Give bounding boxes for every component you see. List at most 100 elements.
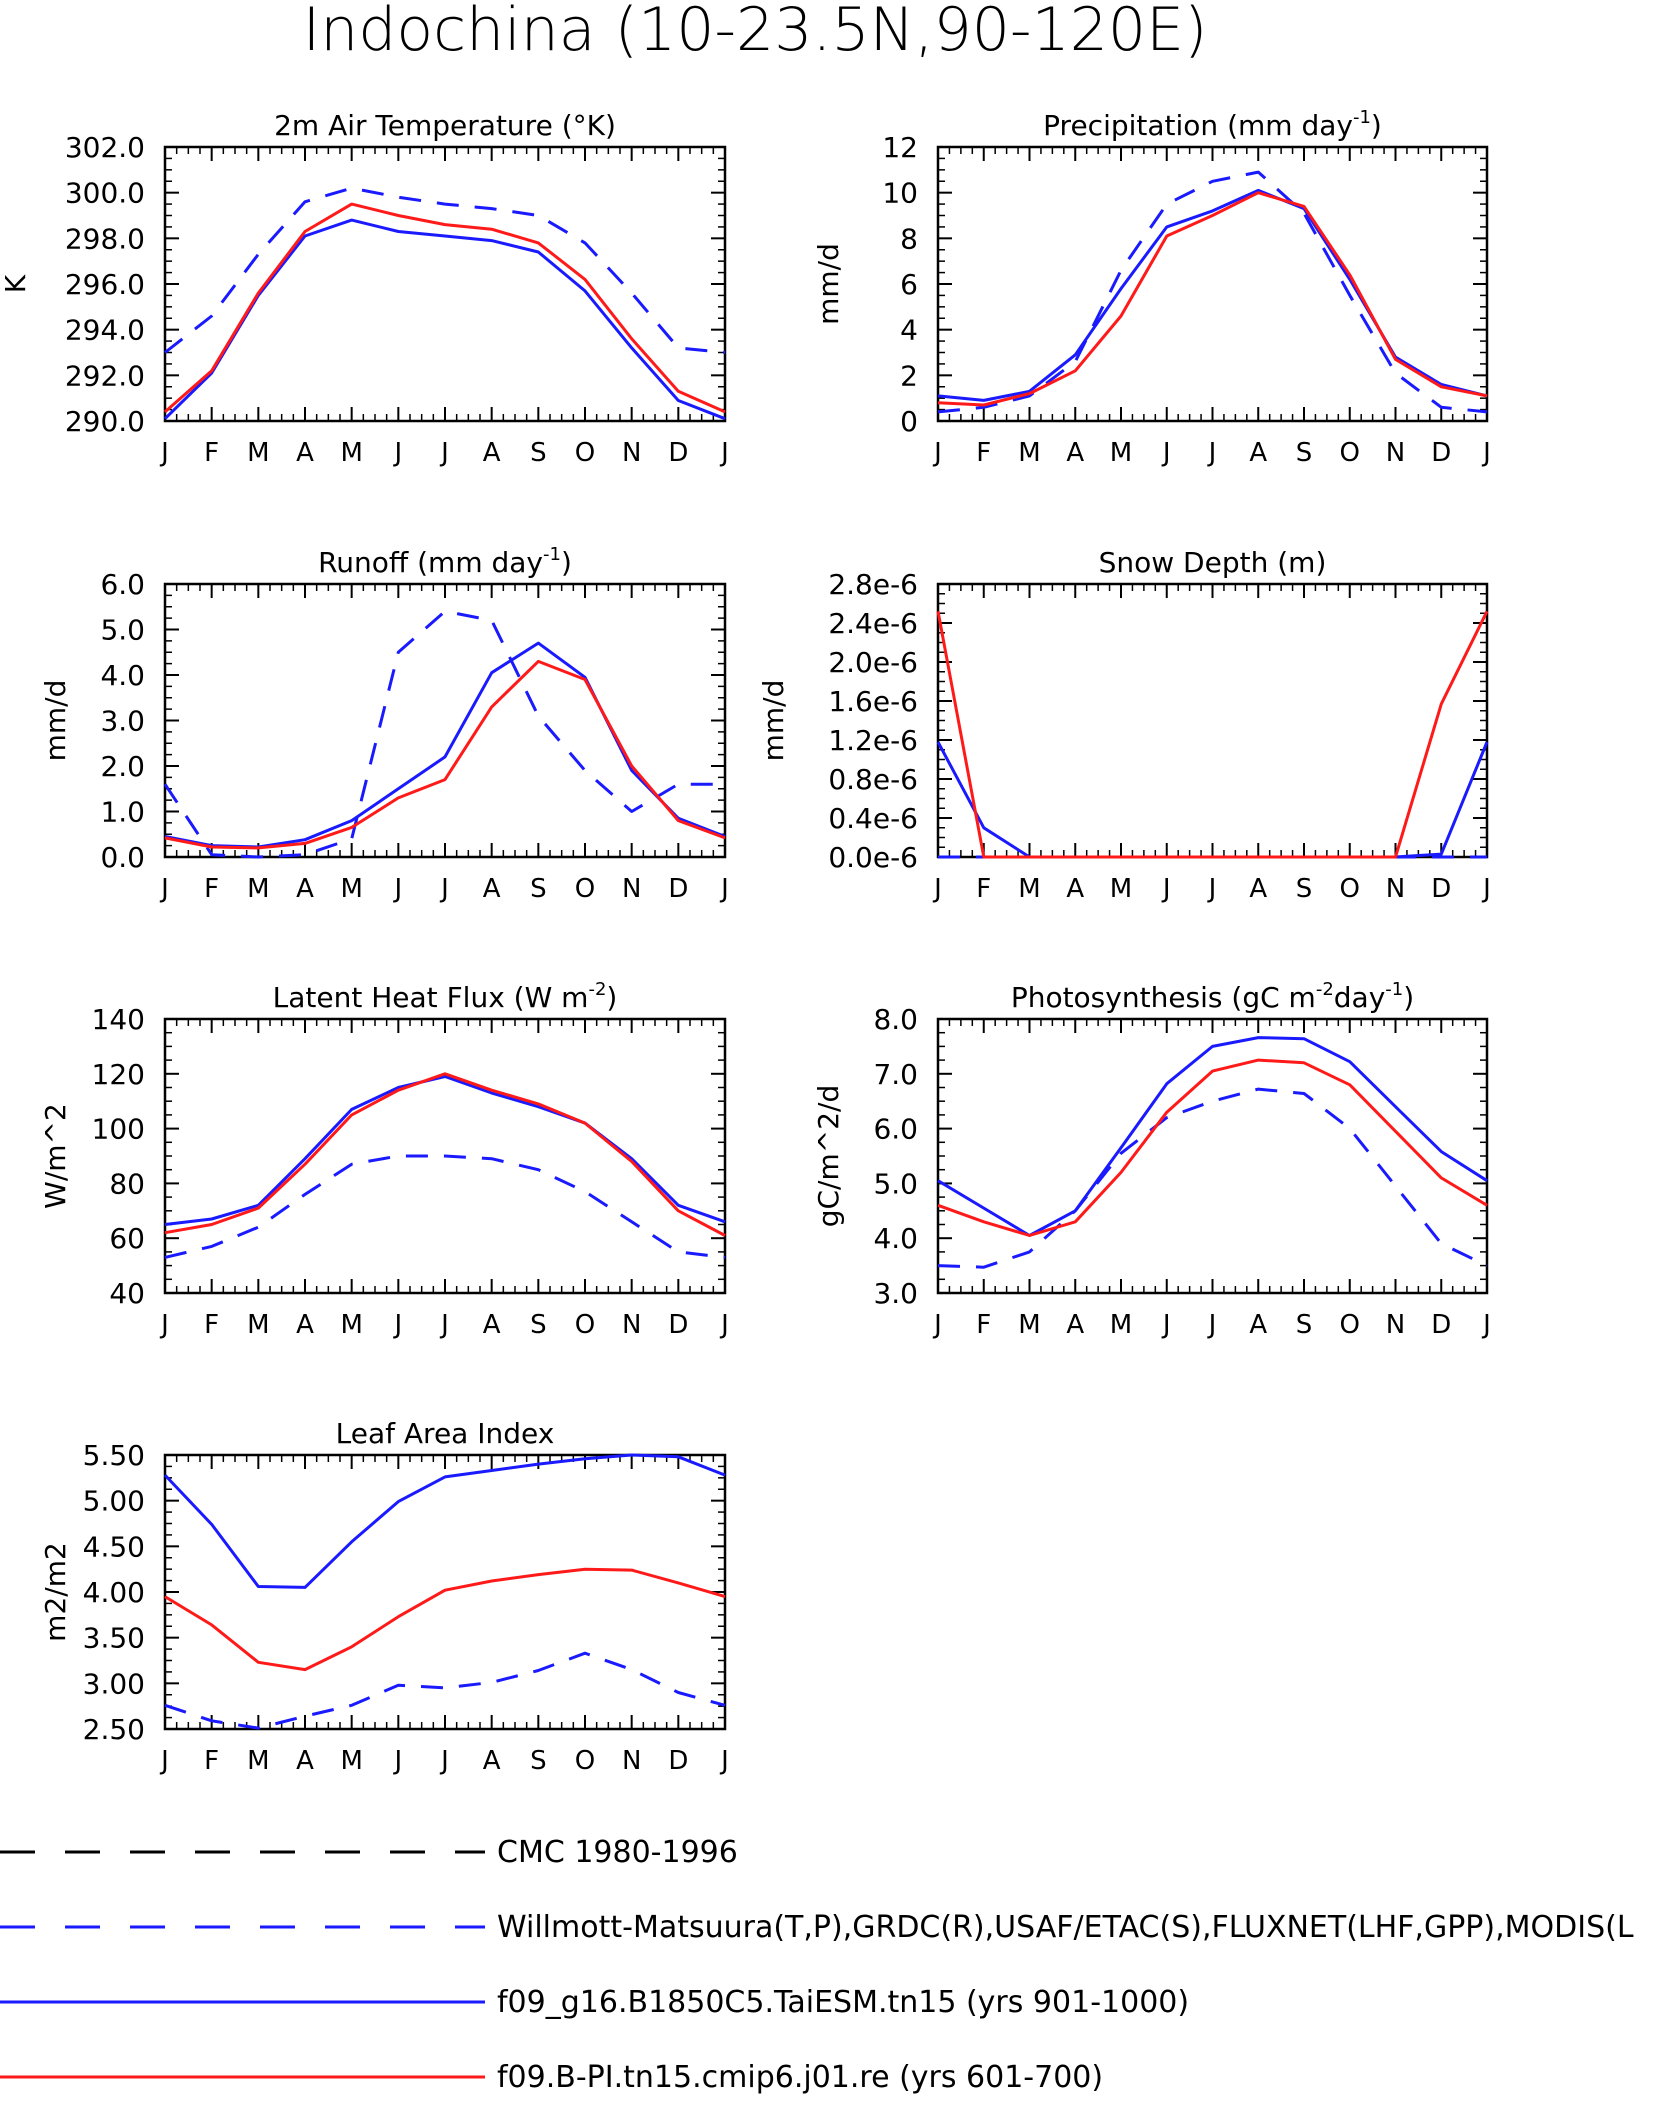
y-tick-label: 5.00 [83,1485,145,1518]
y-tick-label: 4 [900,314,918,347]
plot-frame [163,1453,727,1731]
y-axis-label: mm/d [812,243,845,325]
x-tick-label: S [1296,438,1313,468]
legend-item: f09_g16.B1850C5.TaiESM.tn15 (yrs 901-100… [0,1985,1189,2020]
x-tick-label: M [1018,1310,1040,1340]
legend-label: f09.B-PI.tn15.cmip6.j01.re (yrs 601-700) [497,2060,1103,2095]
y-tick-label: 2 [900,359,918,392]
series-line-2 [937,188,1488,402]
series-line-3 [936,741,1489,859]
panel-title: 2m Air Temperature (°K) [274,109,616,142]
x-tick-label: D [668,874,688,904]
x-tick-label: A [483,1310,501,1340]
y-tick-label: 0.0e-6 [828,841,918,874]
series-line-3 [937,1058,1488,1237]
x-tick-label: A [483,1746,501,1776]
x-tick-label: J [1481,438,1491,468]
x-tick-label: O [575,438,595,468]
y-tick-label: 8 [900,222,918,255]
x-tick-label: M [340,1746,362,1776]
x-tick-label: J [719,874,729,904]
y-tick-label: 4.0 [100,659,145,692]
x-tick-label: J [932,1310,942,1340]
series-line-3 [164,659,726,850]
x-tick-label: O [575,874,595,904]
figure-title: Indochina (10-23.5N,90-120E) [0,0,1673,84]
y-tick-label: 120 [92,1058,145,1091]
y-tick-label: 290.0 [65,405,145,438]
y-tick-label: 10 [882,177,918,210]
series-line-2 [164,641,726,849]
x-tick-label: M [340,1310,362,1340]
x-tick-label: J [159,874,169,904]
legend-label: f09_g16.B1850C5.TaiESM.tn15 (yrs 901-100… [497,1985,1189,2020]
panel-title: Leaf Area Index [336,1417,555,1450]
y-tick-label: 7.0 [873,1058,918,1091]
plot-frame [936,582,1489,859]
y-tick-label: 5.0 [873,1167,918,1200]
y-tick-label: 3.00 [83,1667,145,1700]
y-tick-label: 6.0 [873,1113,918,1146]
x-tick-label: A [483,874,501,904]
x-tick-label: J [392,438,402,468]
chart-panel-7: J F M A M J J A S O N D J2.503.003.504.004.505.005.5… [39,1417,729,1776]
x-tick-label: M [1110,438,1132,468]
y-axis-label: K [0,274,32,293]
x-tick-label: M [340,438,362,468]
series-line-4 [936,610,1489,859]
x-tick-label: M [1018,874,1040,904]
legend-label: Willmott-Matsuura(T,P),GRDC(R),USAF/ETAC… [497,1910,1634,1945]
x-tick-label: S [530,438,547,468]
x-tick-label: F [976,1310,991,1340]
chart-panel-1: J F M A M J J A S O N D J290.0292.0294.0296.0298.030… [0,109,729,468]
y-tick-label: 0.8e-6 [828,763,918,796]
x-tick-label: A [1249,438,1267,468]
y-tick-label: 0.4e-6 [828,802,918,835]
y-tick-label: 294.0 [65,314,145,347]
x-tick-label: A [1249,1310,1267,1340]
x-tick-label: D [1431,874,1451,904]
x-tick-label: J [159,1310,169,1340]
x-tick-label: F [204,1310,219,1340]
series-line-1 [937,1087,1488,1269]
figure-title-svg: Indochina (10-23.5N,90-120E) [303,0,1208,65]
x-tick-label: A [1249,874,1267,904]
y-tick-label: 296.0 [65,268,145,301]
panel-title: Precipitation (mm day-1) [1043,107,1382,142]
x-tick-label: N [622,438,641,468]
x-tick-label: A [296,1310,314,1340]
x-tick-label: F [976,874,991,904]
x-tick-label: M [1018,438,1040,468]
x-tick-label: N [622,874,641,904]
x-tick-label: J [392,874,402,904]
x-tick-label: J [439,438,449,468]
y-tick-label: 0 [900,405,918,438]
y-tick-label: 2.4e-6 [828,607,918,640]
chart-panel-2: J F M A M J J A S O N D J024681012mm/dPrecipitation … [812,107,1491,468]
y-axis-label: gC/m^2/d [812,1085,845,1228]
x-tick-label: J [439,1310,449,1340]
y-axis-label: mm/d [757,680,790,762]
y-tick-label: 5.50 [83,1439,145,1472]
x-tick-label: J [1481,1310,1491,1340]
x-tick-label: J [1207,874,1217,904]
y-tick-label: 302.0 [65,131,145,164]
series-line-1 [164,186,726,354]
y-tick-label: 80 [109,1167,145,1200]
x-tick-label: J [1207,1310,1217,1340]
y-tick-label: 3.50 [83,1622,145,1655]
y-tick-label: 40 [109,1277,145,1310]
x-tick-label: O [1340,874,1360,904]
series-line-1 [164,1154,726,1259]
y-axis-label: mm/d [39,680,72,762]
x-tick-label: F [204,874,219,904]
x-tick-label: D [1431,438,1451,468]
y-tick-label: 2.8e-6 [828,568,918,601]
legend: CMC 1980-1996 Willmott-Matsuura(T,P),GRDC… [0,1835,1634,2095]
x-tick-label: N [1386,874,1405,904]
x-tick-label: M [1110,1310,1132,1340]
x-tick-label: M [340,874,362,904]
x-tick-label: N [1386,1310,1405,1340]
panel-title: Runoff (mm day-1) [318,544,572,579]
x-tick-label: J [719,1310,729,1340]
